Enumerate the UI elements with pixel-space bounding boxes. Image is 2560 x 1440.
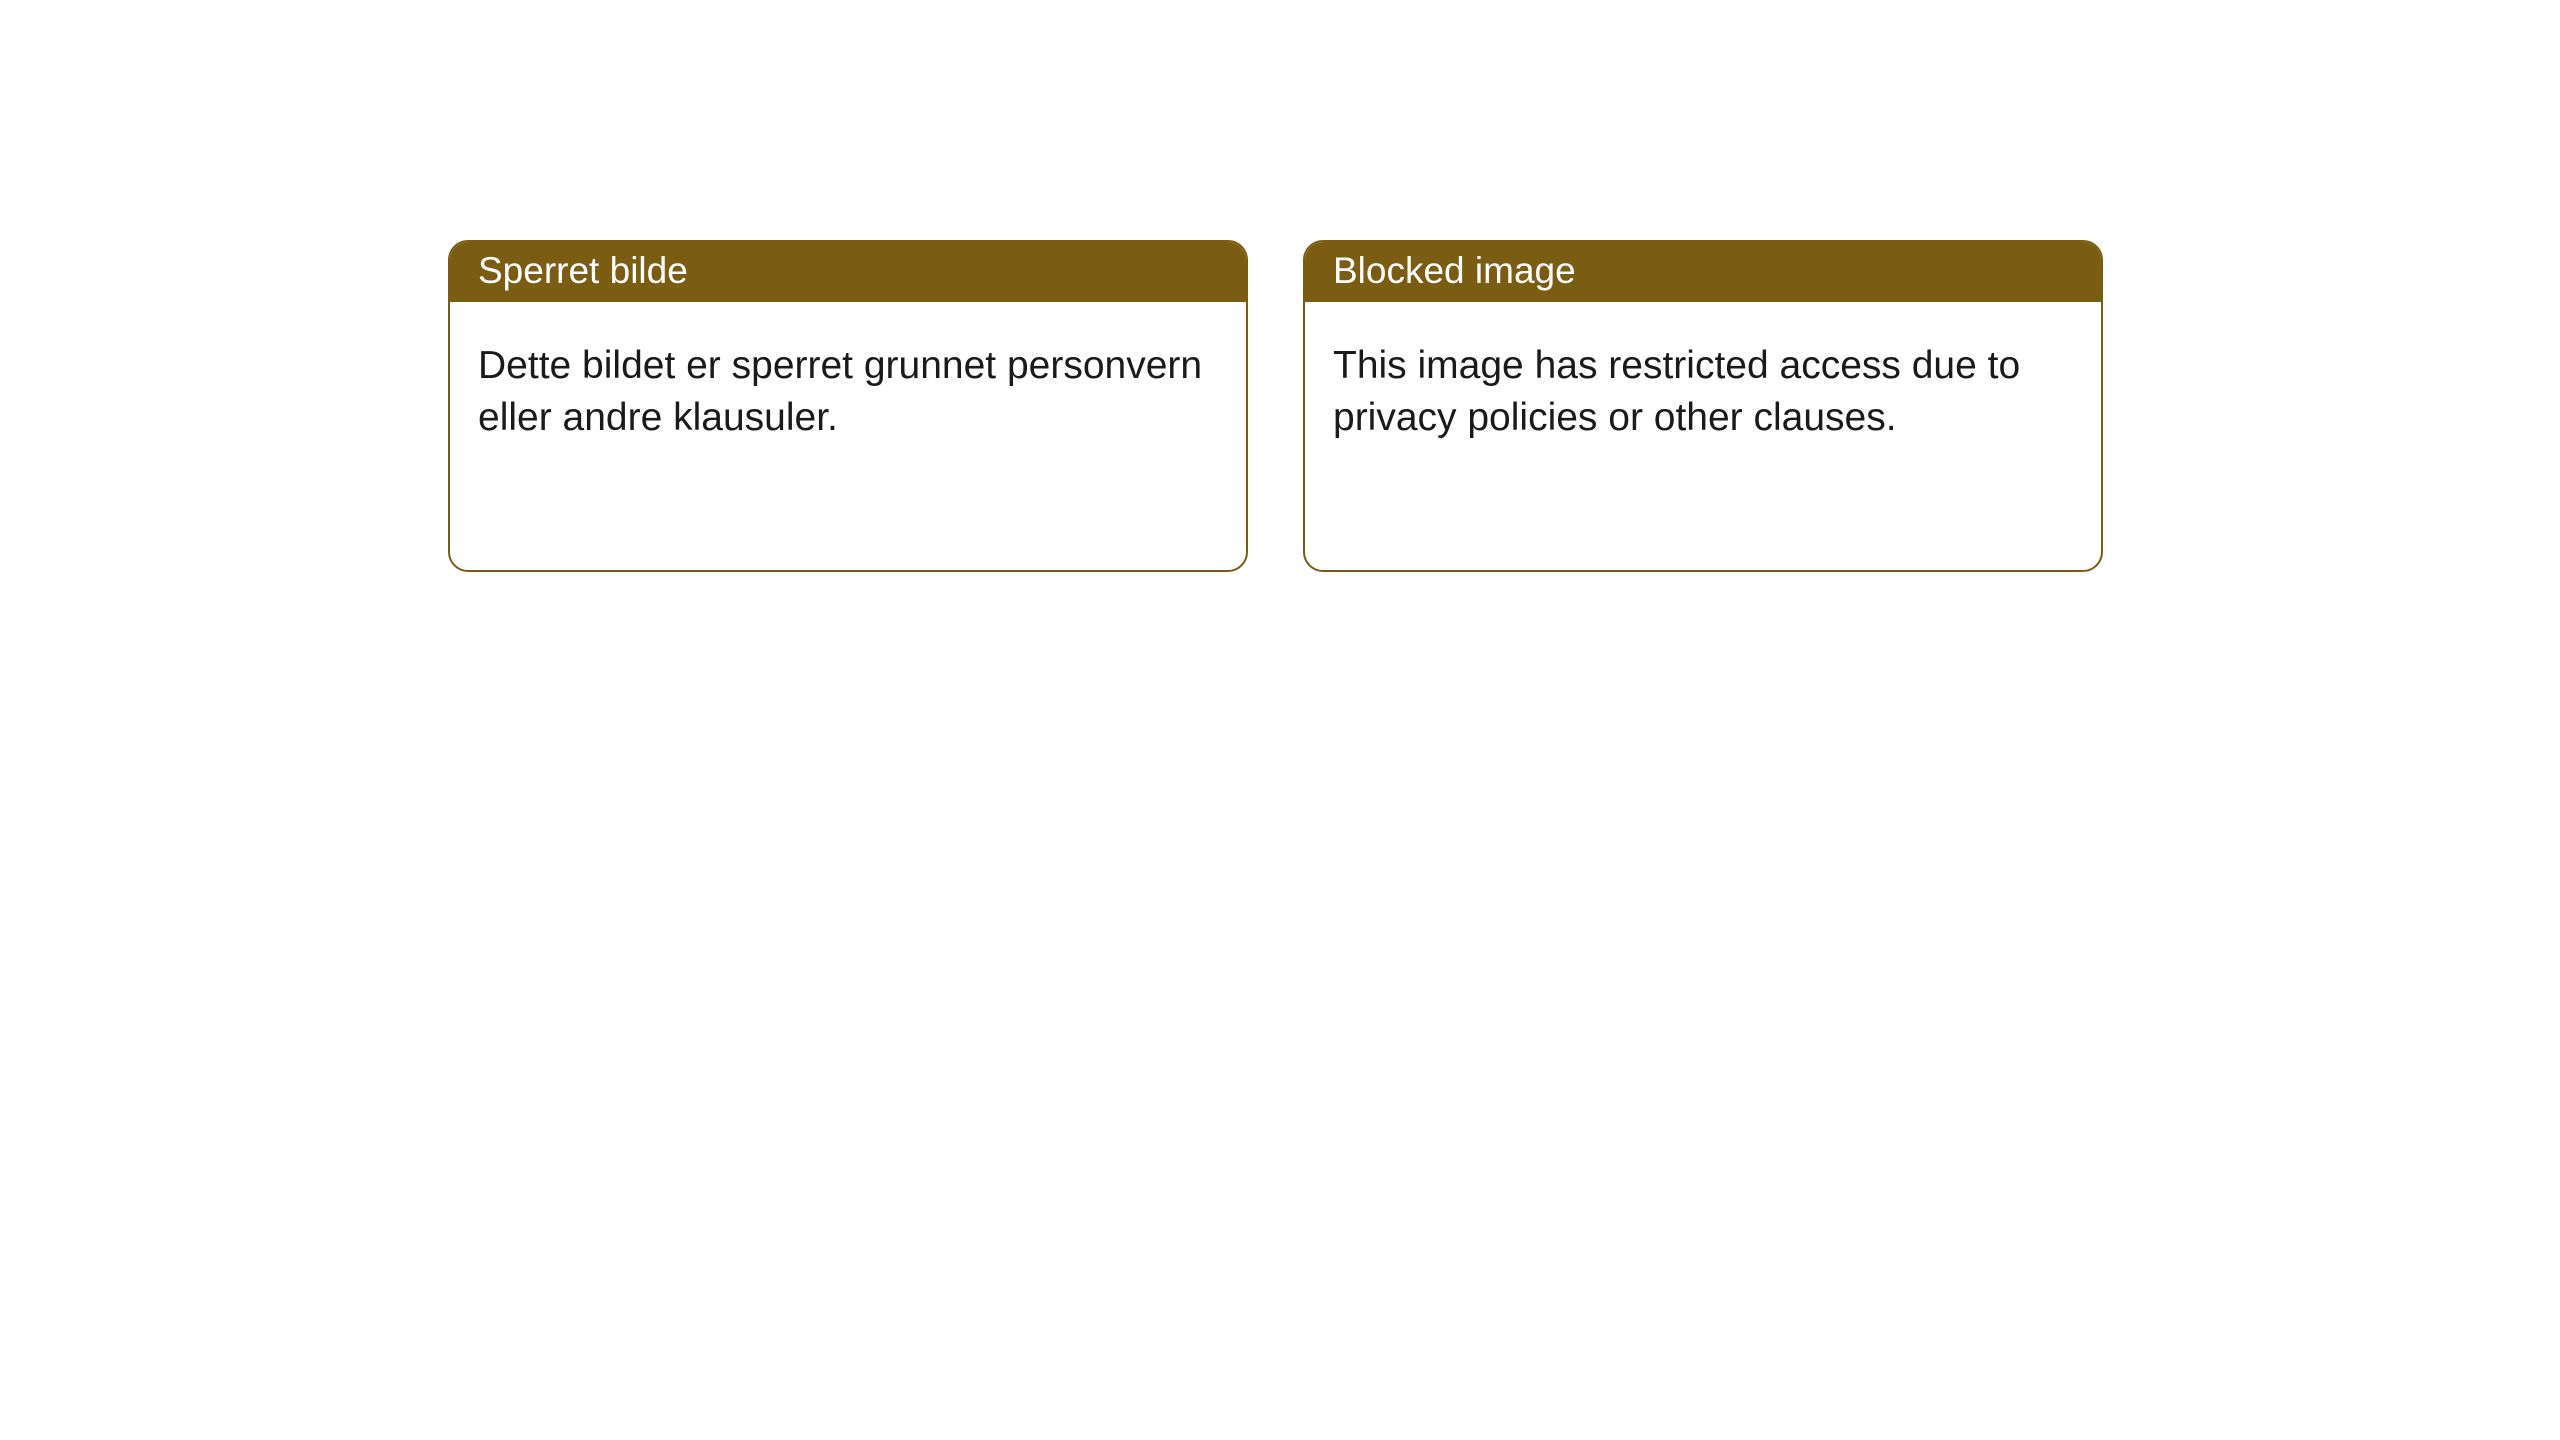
notice-card-no: Sperret bilde Dette bildet er sperret gr… — [448, 240, 1248, 572]
notice-body-en: This image has restricted access due to … — [1305, 302, 2101, 472]
notice-title-no: Sperret bilde — [450, 242, 1246, 302]
notice-container: Sperret bilde Dette bildet er sperret gr… — [0, 0, 2560, 572]
notice-card-en: Blocked image This image has restricted … — [1303, 240, 2103, 572]
notice-body-no: Dette bildet er sperret grunnet personve… — [450, 302, 1246, 472]
notice-title-en: Blocked image — [1305, 242, 2101, 302]
